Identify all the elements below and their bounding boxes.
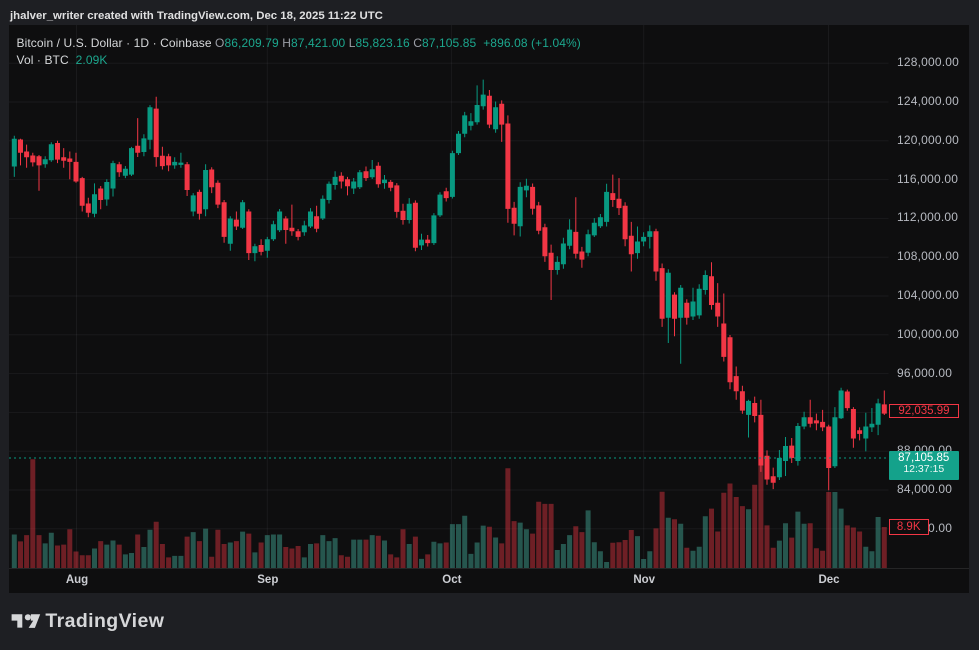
- svg-text:TradingView: TradingView: [45, 610, 164, 632]
